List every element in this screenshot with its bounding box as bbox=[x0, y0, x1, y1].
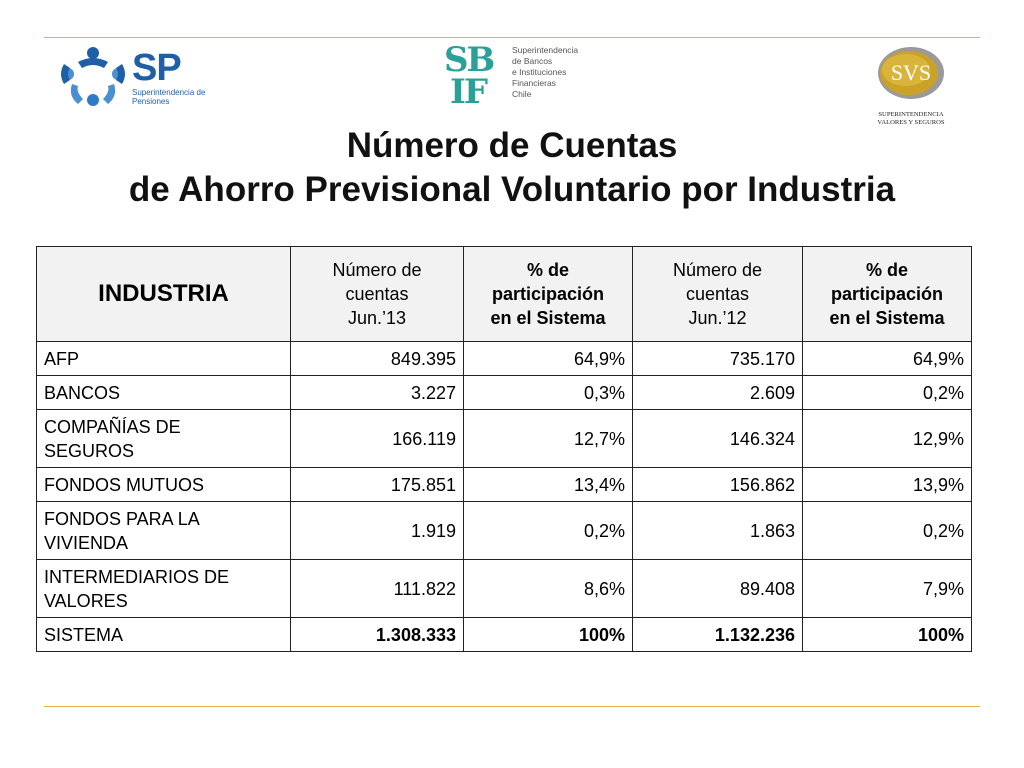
cell-share-jun13: 0,2% bbox=[463, 501, 633, 560]
cell-accounts-jun13: 166.119 bbox=[290, 409, 464, 468]
cell-accounts-jun12: 89.408 bbox=[632, 559, 803, 618]
cell-share-jun13: 8,6% bbox=[463, 559, 633, 618]
cell-accounts-jun13: 1.919 bbox=[290, 501, 464, 560]
cell-share-jun13: 100% bbox=[463, 617, 633, 652]
sbif-logo-text: Superintendencia de Bancos e Institucion… bbox=[512, 45, 579, 99]
cell-share-jun12: 100% bbox=[802, 617, 972, 652]
table-header-row: INDUSTRIA Número de cuentas Jun.’13 % de pa… bbox=[36, 246, 972, 342]
header-industria: INDUSTRIA bbox=[36, 246, 291, 342]
cell-share-jun13: 12,7% bbox=[463, 409, 633, 468]
cell-share-jun13: 64,9% bbox=[463, 341, 633, 376]
svs-logo-subtitle: SUPERINTENDENCIA VALORES Y SEGUROS bbox=[877, 111, 945, 126]
cell-accounts-jun13: 175.851 bbox=[290, 467, 464, 502]
svs-emblem-icon bbox=[878, 47, 944, 99]
sp-people-icon bbox=[61, 47, 125, 106]
cell-accounts-jun12: 735.170 bbox=[632, 341, 803, 376]
table-row: INTERMEDIARIOS DE VALORES 111.822 8,6% 89… bbox=[36, 559, 972, 618]
table-row: FONDOS PARA LA VIVIENDA 1.919 0,2% 1.863 … bbox=[36, 501, 972, 560]
header-accounts-jun13: Número de cuentas Jun.’13 bbox=[290, 246, 464, 342]
page-title: Número de Cuentas de Ahorro Previsional … bbox=[0, 124, 1024, 212]
sp-logo-subtitle: Superintendencia de Pensiones bbox=[132, 88, 206, 106]
cell-accounts-jun13: 1.308.333 bbox=[290, 617, 464, 652]
sp-logo-mark: SP bbox=[132, 47, 182, 89]
cell-share-jun13: 13,4% bbox=[463, 467, 633, 502]
cell-share-jun12: 7,9% bbox=[802, 559, 972, 618]
row-industry-name: BANCOS bbox=[36, 375, 291, 410]
row-industry-name: INTERMEDIARIOS DE VALORES bbox=[36, 559, 291, 618]
cell-share-jun13: 0,3% bbox=[463, 375, 633, 410]
cell-share-jun12: 0,2% bbox=[802, 375, 972, 410]
sp-logo: SP Superintendencia de Pensiones bbox=[58, 44, 218, 110]
svs-logo: SVS SUPERINTENDENCIA VALORES Y SEGUROS bbox=[866, 44, 956, 130]
cell-accounts-jun13: 849.395 bbox=[290, 341, 464, 376]
row-industry-name: FONDOS MUTUOS bbox=[36, 467, 291, 502]
cell-share-jun12: 64,9% bbox=[802, 341, 972, 376]
industry-accounts-table: INDUSTRIA Número de cuentas Jun.’13 % de pa… bbox=[36, 246, 972, 652]
header-share-jun12: % de participación en el Sistema bbox=[802, 246, 972, 342]
cell-accounts-jun12: 1.863 bbox=[632, 501, 803, 560]
sbif-logo-mark: SB IF bbox=[444, 40, 495, 112]
cell-accounts-jun13: 111.822 bbox=[290, 559, 464, 618]
cell-accounts-jun13: 3.227 bbox=[290, 375, 464, 410]
svs-logo-mark: SVS bbox=[890, 60, 932, 85]
cell-accounts-jun12: 156.862 bbox=[632, 467, 803, 502]
header-share-jun13: % de participación en el Sistema bbox=[463, 246, 633, 342]
row-industry-name: AFP bbox=[36, 341, 291, 376]
row-industry-name: SISTEMA bbox=[36, 617, 291, 652]
sbif-logo: SB IF Superintendencia de Bancos e Insti… bbox=[444, 40, 584, 118]
title-line-2: de Ahorro Previsional Voluntario por Ind… bbox=[128, 170, 896, 209]
table-row: AFP 849.395 64,9% 735.170 64,9% bbox=[36, 341, 972, 376]
header-accounts-jun12: Número de cuentas Jun.’12 bbox=[632, 246, 803, 342]
table-row: BANCOS 3.227 0,3% 2.609 0,2% bbox=[36, 375, 972, 410]
table-row: FONDOS MUTUOS 175.851 13,4% 156.862 13,9… bbox=[36, 467, 972, 502]
top-divider bbox=[44, 37, 980, 38]
table-total-row: SISTEMA 1.308.333 100% 1.132.236 100% bbox=[36, 617, 972, 652]
bottom-divider bbox=[44, 706, 980, 707]
cell-share-jun12: 0,2% bbox=[802, 501, 972, 560]
cell-accounts-jun12: 2.609 bbox=[632, 375, 803, 410]
cell-share-jun12: 12,9% bbox=[802, 409, 972, 468]
title-line-1: Número de Cuentas bbox=[346, 126, 678, 165]
cell-accounts-jun12: 1.132.236 bbox=[632, 617, 803, 652]
row-industry-name: COMPAÑÍAS DE SEGUROS bbox=[36, 409, 291, 468]
row-industry-name: FONDOS PARA LA VIVIENDA bbox=[36, 501, 291, 560]
cell-share-jun12: 13,9% bbox=[802, 467, 972, 502]
cell-accounts-jun12: 146.324 bbox=[632, 409, 803, 468]
table-row: COMPAÑÍAS DE SEGUROS 166.119 12,7% 146.32… bbox=[36, 409, 972, 468]
